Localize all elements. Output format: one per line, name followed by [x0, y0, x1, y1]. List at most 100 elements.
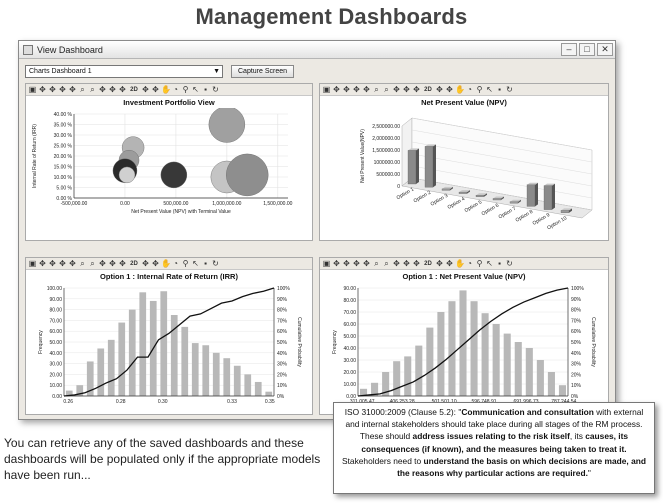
histogram-bar — [97, 348, 105, 396]
bar — [560, 210, 570, 213]
iso-text: Stakeholders need to — [342, 455, 424, 466]
y2-tick-label: 20% — [277, 372, 288, 378]
grab-icon[interactable]: ✋ — [161, 259, 171, 268]
histogram-bar — [244, 374, 252, 396]
refresh-icon[interactable]: ↻ — [506, 259, 513, 268]
move-icon[interactable]: ✥ — [152, 259, 159, 268]
move-icon[interactable]: ✥ — [436, 85, 443, 94]
move-icon[interactable]: ✥ — [363, 259, 370, 268]
chevron-down-icon[interactable]: ▼ — [213, 68, 220, 75]
move-icon[interactable]: ✥ — [69, 85, 76, 94]
x-tick-label: 1,000,000.00 — [212, 201, 241, 207]
move-icon[interactable]: ✥ — [142, 85, 149, 94]
pin-icon[interactable]: ⚲ — [182, 259, 189, 268]
pie-icon[interactable]: ◔ — [173, 259, 178, 268]
move-icon[interactable]: ✥ — [109, 85, 116, 94]
move-icon[interactable]: ✥ — [59, 259, 66, 268]
move-icon[interactable]: ✥ — [39, 259, 46, 268]
pin-icon[interactable]: ⚲ — [476, 259, 483, 268]
histogram-bar — [202, 345, 210, 396]
y-tick-label: 70.00 — [343, 310, 356, 316]
move-icon[interactable]: ✥ — [446, 85, 453, 94]
image-icon[interactable]: ▪ — [204, 259, 207, 268]
2d-icon[interactable]: 2D — [130, 260, 138, 267]
grab-icon[interactable]: ✋ — [455, 259, 465, 268]
pointer-icon[interactable]: ↖ — [486, 259, 493, 268]
pointer-icon[interactable]: ↖ — [192, 85, 199, 94]
iso-text: , its — [569, 431, 586, 442]
pointer-icon[interactable]: ↖ — [486, 85, 493, 94]
move-icon[interactable]: ✥ — [403, 259, 410, 268]
grab-icon[interactable]: ✋ — [161, 85, 171, 94]
dashboard-select[interactable]: Charts Dashboard 1 ▼ — [25, 65, 223, 78]
move-icon[interactable]: ✥ — [446, 259, 453, 268]
move-icon[interactable]: ✥ — [333, 259, 340, 268]
maximize-button[interactable]: □ — [579, 43, 595, 56]
move-icon[interactable]: ✥ — [69, 259, 76, 268]
settings-icon[interactable]: ▣ — [28, 259, 37, 268]
image-icon[interactable]: ▪ — [498, 85, 501, 94]
pin-icon[interactable]: ⚲ — [476, 85, 483, 94]
2d-icon[interactable]: 2D — [424, 86, 432, 93]
move-icon[interactable]: ✥ — [353, 259, 360, 268]
move-icon[interactable]: ✥ — [343, 85, 350, 94]
move-icon[interactable]: ✥ — [393, 259, 400, 268]
zoom-icon[interactable]: ⌕ — [384, 84, 389, 94]
zoom-icon[interactable]: ⌕ — [80, 258, 85, 268]
move-icon[interactable]: ✥ — [99, 259, 106, 268]
pie-icon[interactable]: ◔ — [173, 85, 178, 94]
move-icon[interactable]: ✥ — [393, 85, 400, 94]
capture-screen-button[interactable]: Capture Screen — [231, 65, 295, 78]
move-icon[interactable]: ✥ — [49, 85, 56, 94]
move-icon[interactable]: ✥ — [49, 259, 56, 268]
refresh-icon[interactable]: ↻ — [212, 85, 219, 94]
zoom-icon[interactable]: ⌕ — [384, 258, 389, 268]
bar — [458, 191, 468, 194]
x-tick-label: 0.00 — [120, 201, 130, 207]
move-icon[interactable]: ✥ — [119, 85, 126, 94]
histogram-bar — [107, 339, 115, 396]
2d-icon[interactable]: 2D — [130, 86, 138, 93]
settings-icon[interactable]: ▣ — [28, 85, 37, 94]
move-icon[interactable]: ✥ — [353, 85, 360, 94]
move-icon[interactable]: ✥ — [59, 85, 66, 94]
pointer-icon[interactable]: ↖ — [192, 259, 199, 268]
move-icon[interactable]: ✥ — [333, 85, 340, 94]
zoom-icon[interactable]: ⌕ — [374, 258, 379, 268]
move-icon[interactable]: ✥ — [99, 85, 106, 94]
window-titlebar: View Dashboard – □ ✕ — [19, 41, 615, 59]
settings-icon[interactable]: ▣ — [322, 259, 331, 268]
move-icon[interactable]: ✥ — [39, 85, 46, 94]
move-icon[interactable]: ✥ — [119, 259, 126, 268]
pin-icon[interactable]: ⚲ — [182, 85, 189, 94]
close-button[interactable]: ✕ — [597, 43, 613, 56]
zoom-icon[interactable]: ⌕ — [90, 258, 95, 268]
move-icon[interactable]: ✥ — [413, 259, 420, 268]
move-icon[interactable]: ✥ — [152, 85, 159, 94]
move-icon[interactable]: ✥ — [413, 85, 420, 94]
histogram-bar — [265, 391, 273, 396]
refresh-icon[interactable]: ↻ — [506, 85, 513, 94]
y2-tick-label: 80% — [277, 308, 288, 314]
pie-icon[interactable]: ◔ — [467, 85, 472, 94]
move-icon[interactable]: ✥ — [142, 259, 149, 268]
grab-icon[interactable]: ✋ — [455, 85, 465, 94]
zoom-icon[interactable]: ⌕ — [80, 84, 85, 94]
move-icon[interactable]: ✥ — [403, 85, 410, 94]
move-icon[interactable]: ✥ — [343, 259, 350, 268]
image-icon[interactable]: ▪ — [204, 85, 207, 94]
move-icon[interactable]: ✥ — [436, 259, 443, 268]
pie-icon[interactable]: ◔ — [467, 259, 472, 268]
settings-icon[interactable]: ▣ — [322, 85, 331, 94]
move-icon[interactable]: ✥ — [109, 259, 116, 268]
zoom-icon[interactable]: ⌕ — [90, 84, 95, 94]
zoom-icon[interactable]: ⌕ — [374, 84, 379, 94]
bar — [526, 184, 536, 207]
y-tick-label: 80.00 — [49, 308, 62, 314]
image-icon[interactable]: ▪ — [498, 259, 501, 268]
move-icon[interactable]: ✥ — [363, 85, 370, 94]
y-tick-label: 30.00 — [343, 358, 356, 364]
refresh-icon[interactable]: ↻ — [212, 259, 219, 268]
2d-icon[interactable]: 2D — [424, 260, 432, 267]
minimize-button[interactable]: – — [561, 43, 577, 56]
